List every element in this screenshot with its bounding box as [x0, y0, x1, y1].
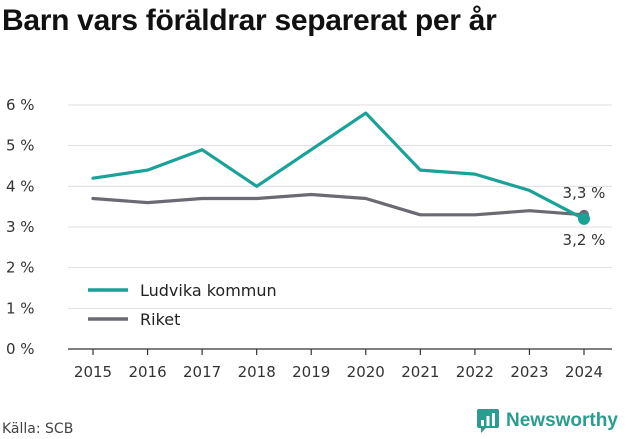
- x-tick-label: 2015: [74, 363, 112, 381]
- y-tick-label: 5 %: [6, 137, 35, 155]
- x-tick-label: 2022: [456, 363, 494, 381]
- end-label-ludvika: 3,2 %: [563, 231, 606, 249]
- y-tick-label: 3 %: [6, 218, 35, 236]
- x-tick-label: 2024: [565, 363, 603, 381]
- series-line-riket: [91, 192, 586, 217]
- source-note: Källa: SCB: [2, 421, 74, 437]
- x-axis: 2015 2016 2017 2018 2019 2020 2021 2022 2023 2024: [68, 348, 612, 381]
- y-tick-label: 6 %: [6, 96, 35, 114]
- x-tick-label: 2023: [510, 363, 548, 381]
- x-tick-label: 2018: [238, 363, 276, 381]
- brand-name: Newsworthy: [506, 410, 618, 431]
- x-tick-label: 2017: [183, 363, 221, 381]
- legend-label-ludvika: Ludvika kommun: [140, 281, 277, 300]
- legend-label-riket: Riket: [140, 310, 180, 329]
- end-point-ludvika: [578, 212, 590, 225]
- y-tick-label: 0 %: [6, 340, 35, 358]
- x-tick-label: 2020: [347, 363, 385, 381]
- end-labels: 3,3 % 3,2 %: [563, 184, 606, 249]
- legend: Ludvika kommun Riket: [88, 281, 277, 329]
- series-line-ludvika: [91, 111, 586, 221]
- x-tick-label: 2021: [401, 363, 439, 381]
- newsworthy-icon: [477, 409, 499, 433]
- y-tick-label: 4 %: [6, 177, 35, 195]
- y-tick-label: 1 %: [6, 299, 35, 317]
- x-tick-label: 2016: [128, 363, 166, 381]
- chart-title: Barn vars föräldrar separerat per år: [2, 4, 497, 37]
- y-tick-label: 2 %: [6, 259, 35, 277]
- newsworthy-logo[interactable]: Newsworthy: [476, 408, 618, 434]
- end-label-riket: 3,3 %: [563, 184, 606, 202]
- series-lines: [91, 111, 590, 225]
- x-tick-label: 2019: [292, 363, 330, 381]
